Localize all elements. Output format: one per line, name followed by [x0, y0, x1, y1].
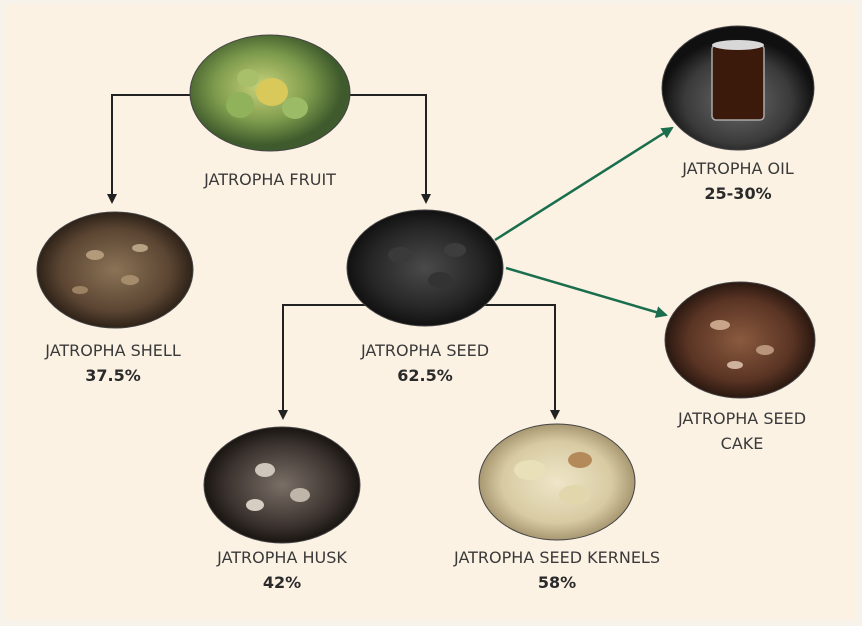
node-image — [347, 210, 503, 326]
node-share: 37.5% — [85, 363, 141, 388]
node-share: 62.5% — [397, 363, 453, 388]
node-share: 58% — [538, 570, 576, 595]
node-label: JATROPHA OIL — [682, 156, 794, 181]
arrow — [506, 268, 666, 315]
diagram: JATROPHA FRUIT JATROPHA SHELL 37.5% JATR… — [0, 0, 862, 626]
arrow — [112, 95, 192, 202]
diagram-graphics — [0, 0, 862, 626]
node-label: JATROPHA FRUIT — [204, 167, 336, 192]
node-label: JATROPHA SEED — [361, 338, 489, 363]
node-label: JATROPHA SEED CAKE — [657, 406, 827, 456]
node-image — [665, 282, 815, 398]
node-share: 42% — [263, 570, 301, 595]
node-share: 25-30% — [704, 181, 771, 206]
node-label: JATROPHA SEED KERNELS — [454, 545, 660, 570]
arrow — [348, 95, 426, 202]
arrow — [495, 128, 672, 240]
node-image — [479, 424, 635, 540]
node-image — [662, 26, 814, 150]
green-connectors — [495, 128, 672, 315]
node-label: JATROPHA HUSK — [217, 545, 347, 570]
node-image — [190, 35, 350, 151]
node-image — [37, 212, 193, 328]
node-image — [204, 427, 360, 543]
node-label: JATROPHA SHELL — [45, 338, 180, 363]
